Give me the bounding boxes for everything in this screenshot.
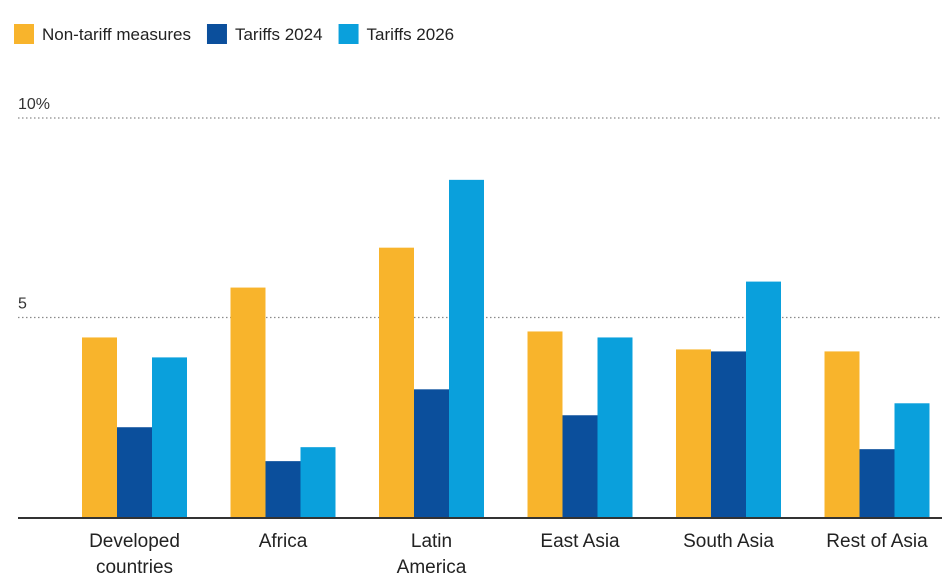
x-tick-label: East Asia xyxy=(540,531,620,552)
bar xyxy=(414,389,449,517)
x-tick-label: South Asia xyxy=(683,531,774,552)
bars xyxy=(82,179,930,518)
bar xyxy=(676,349,711,517)
bar xyxy=(711,351,746,517)
bar xyxy=(527,331,563,517)
x-tick-label: America xyxy=(397,557,467,578)
x-tick-label: Developed xyxy=(89,531,180,552)
legend-swatch xyxy=(14,24,34,44)
bar xyxy=(152,357,187,517)
x-tick-label: Rest of Asia xyxy=(826,531,928,552)
legend-swatch xyxy=(338,24,359,44)
x-tick-label: Latin xyxy=(411,531,452,552)
legend: Non-tariff measures Tariffs 2024 Tariffs 2… xyxy=(14,24,454,44)
bar xyxy=(230,287,266,517)
legend-swatch xyxy=(206,24,227,44)
legend-label: Tariffs 2026 xyxy=(367,25,455,44)
bar xyxy=(894,403,930,517)
bar xyxy=(379,247,414,518)
bar xyxy=(300,447,336,517)
bar xyxy=(82,337,117,517)
bar xyxy=(562,415,598,517)
y-tick-label: 5 xyxy=(18,296,27,313)
gridlines: 5 10% xyxy=(18,96,942,319)
bar xyxy=(117,427,152,517)
legend-label: Tariffs 2024 xyxy=(235,25,323,44)
x-tick-label: countries xyxy=(96,557,173,578)
bar xyxy=(746,281,781,517)
x-tick-label: Africa xyxy=(259,531,308,552)
bar xyxy=(859,449,895,517)
bar xyxy=(265,461,301,517)
bar xyxy=(597,337,633,517)
bar xyxy=(824,351,860,517)
category-labels: Developed countries Africa Latin America East… xyxy=(89,531,928,578)
legend-label: Non-tariff measures xyxy=(42,25,191,44)
y-tick-label: 10% xyxy=(18,96,50,113)
bar xyxy=(449,179,484,517)
